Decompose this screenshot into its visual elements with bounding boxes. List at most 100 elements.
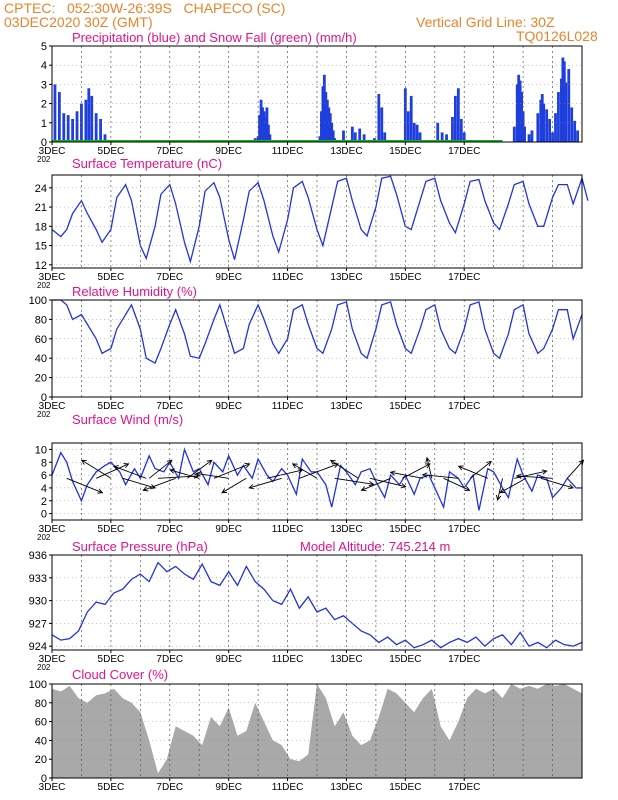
model-code: TQ0126L028	[516, 28, 598, 44]
wind-vector	[95, 463, 129, 479]
x-tick-label: 15DEC	[389, 272, 421, 283]
wind-vector-head	[425, 456, 431, 463]
x-tick-label: 15DEC	[389, 401, 421, 412]
precip-bar	[265, 107, 269, 142]
precip-bar	[258, 115, 261, 142]
precip-bar	[540, 94, 544, 142]
precip-bar	[62, 113, 66, 142]
wind-vector	[292, 463, 318, 479]
panel-frame-4	[51, 554, 583, 651]
y-tick-label: 80	[35, 698, 47, 710]
precip-bar	[459, 118, 463, 142]
precip-bar	[451, 117, 454, 142]
x-tick-label: 17DEC	[448, 146, 480, 157]
wind-vector-head	[424, 463, 431, 469]
precip-bar	[548, 118, 552, 142]
precip-bar	[256, 136, 260, 142]
wind-vector-head	[486, 460, 492, 467]
panel-frame-3	[51, 442, 583, 521]
x-year-label: 202	[37, 155, 51, 164]
panel-frame-1	[51, 174, 583, 269]
wind-vector-head	[368, 481, 375, 487]
wind-vector-head	[206, 459, 213, 465]
precip-bar	[358, 128, 362, 142]
y-tick-label: 0	[41, 773, 47, 785]
y-tick-label: 6	[41, 470, 47, 482]
y-tick-label: 2	[41, 496, 47, 508]
wind-vector-head	[244, 463, 251, 468]
wind-vector-head	[248, 484, 255, 490]
x-tick-label: 5DEC	[98, 146, 125, 157]
wind-vector-head	[291, 463, 298, 469]
panel-annotation-4: Model Altitude: 745.214 m	[300, 539, 450, 554]
precip-bar	[523, 126, 526, 142]
wind-vector-head	[80, 459, 87, 465]
y-tick-label: 1	[41, 118, 47, 130]
precip-bar	[84, 99, 88, 142]
y-tick-label: 933	[29, 573, 47, 585]
x-tick-label: 7DEC	[156, 401, 183, 412]
wind-vector-head	[499, 488, 506, 494]
y-tick-label: 24	[35, 183, 47, 195]
precip-bar	[259, 99, 263, 142]
wind-vector-head	[329, 459, 336, 465]
y-tick-label: 12	[35, 260, 47, 272]
x-tick-label: 9DEC	[215, 524, 242, 535]
precip-bar	[527, 134, 531, 142]
x-tick-label: 5DEC	[98, 654, 125, 665]
wind-vector	[66, 477, 103, 494]
wind-vector	[213, 463, 250, 479]
panel-title-0: Precipitation (blue) and Snow Fall (gree…	[72, 30, 357, 45]
panel-frame-5	[51, 683, 583, 779]
y-tick-label: 4	[41, 60, 47, 72]
x-tick-label: 15DEC	[389, 146, 421, 157]
wind-vector	[122, 477, 156, 489]
wind-vector	[299, 463, 339, 479]
precip-bar	[353, 132, 357, 142]
precip-bar	[570, 107, 574, 142]
panel-title-2: Relative Humidity (%)	[72, 284, 197, 299]
wind-vector-head	[400, 483, 407, 489]
y-tick-label: 80	[35, 314, 47, 326]
x-tick-label: 7DEC	[156, 524, 183, 535]
y-tick-label: 924	[29, 641, 47, 653]
y-tick-label: 40	[35, 353, 47, 365]
wind-vector-head	[123, 463, 130, 469]
wind-vector-head	[515, 473, 522, 479]
precip-bar	[75, 111, 79, 142]
y-tick-label: 10	[35, 444, 47, 456]
precip-bar	[557, 92, 560, 142]
x-tick-label: 7DEC	[156, 272, 183, 283]
x-tick-label: 5DEC	[98, 782, 125, 793]
precip-bar	[350, 126, 354, 142]
x-tick-label: 17DEC	[448, 524, 480, 535]
precip-bar	[322, 74, 326, 142]
x-tick-label: 17DEC	[448, 272, 480, 283]
wind-vector	[566, 459, 584, 479]
precip-bar	[331, 130, 335, 142]
x-tick-label: 11DEC	[272, 146, 304, 157]
wind-vector-head	[150, 484, 157, 490]
panel-title-4: Surface Pressure (hPa)	[72, 539, 208, 554]
precip-bar	[103, 134, 107, 142]
precip-bar	[576, 130, 579, 142]
x-tick-label: 11DEC	[272, 782, 304, 793]
precip-bar	[456, 88, 460, 142]
precip-bar	[436, 122, 440, 142]
precip-bar	[267, 124, 270, 142]
precip-bar	[515, 84, 519, 142]
precip-bar	[445, 134, 448, 142]
precip-bar	[262, 111, 266, 142]
precip-bar	[409, 95, 413, 142]
wind-vector-head	[142, 486, 149, 492]
wind-vector	[187, 459, 213, 479]
precip-bar	[362, 134, 366, 142]
panel-title-1: Surface Temperature (nC)	[72, 156, 222, 171]
x-tick-label: 5DEC	[98, 272, 125, 283]
precip-bar	[94, 113, 98, 142]
wind-vector-head	[166, 459, 173, 466]
precip-bar	[406, 111, 410, 142]
y-tick-label: 8	[41, 457, 47, 469]
